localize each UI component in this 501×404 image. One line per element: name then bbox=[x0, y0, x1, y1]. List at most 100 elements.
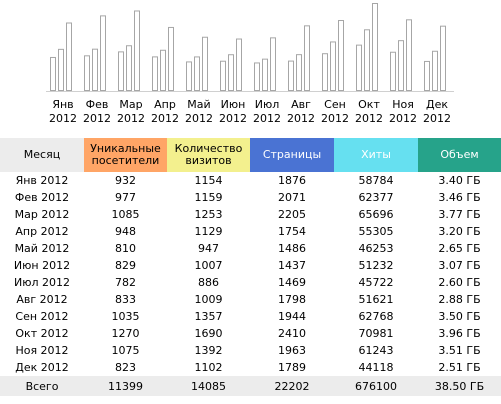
row-month-cell: Мар 2012 bbox=[14, 208, 70, 221]
table-row: Июл 2012 782 886 1469 45722 2.60 ГБ bbox=[0, 274, 501, 291]
row-value-cell: 1789 bbox=[278, 361, 306, 374]
bar-8-0 bbox=[322, 53, 328, 91]
total-value-cell: 22202 bbox=[250, 376, 334, 396]
row-value-cell: 1007 bbox=[194, 259, 223, 272]
bar-0-1 bbox=[58, 48, 64, 91]
header-cell-1: Уникальные посетители bbox=[84, 138, 167, 172]
x-tick-label-year: 2012 bbox=[253, 112, 281, 125]
row-month-cell: Окт 2012 bbox=[15, 327, 69, 340]
header-cell-5: Объем bbox=[418, 138, 501, 172]
table-row: Апр 2012 948 1129 1754 55305 3.20 ГБ bbox=[0, 223, 501, 240]
row-value-cell: 51621 bbox=[358, 293, 394, 306]
x-tick-label-year: 2012 bbox=[219, 112, 247, 125]
row-value-cell: 2.65 ГБ bbox=[438, 242, 481, 255]
row-month-cell: Дек 2012 bbox=[15, 361, 69, 374]
row-month-cell: Фев 2012 bbox=[14, 191, 70, 204]
row-value-cell: 3.77 ГБ bbox=[438, 208, 481, 221]
bar-3-2 bbox=[168, 26, 174, 92]
x-tick-label-month: Апр bbox=[154, 98, 176, 111]
row-value-cell: 1102 bbox=[194, 361, 223, 374]
bar-2-2 bbox=[134, 10, 140, 92]
row-value-cell: 1159 bbox=[194, 191, 223, 204]
chart-svg: Янв2012Фев2012Мар2012Апр2012Май2012Июн20… bbox=[46, 3, 454, 125]
bar-9-0 bbox=[356, 44, 362, 91]
row-value-cell: 829 bbox=[115, 259, 136, 272]
row-value-cell: 1486 bbox=[278, 242, 306, 255]
row-value-cell: 44118 bbox=[358, 361, 394, 374]
x-tick-label-month: Дек bbox=[426, 98, 448, 111]
table-row: Дек 2012 823 1102 1789 44118 2.51 ГБ bbox=[0, 359, 501, 376]
x-tick-label-month: Окт bbox=[358, 98, 380, 111]
bar-11-2 bbox=[440, 25, 446, 91]
table-body: Янв 2012 932 1154 1876 58784 3.40 ГБ Фев 2012 9… bbox=[0, 172, 501, 376]
x-tick-label-year: 2012 bbox=[151, 112, 179, 125]
row-value-cell: 1129 bbox=[194, 225, 223, 238]
total-value-cell: 11399 bbox=[84, 376, 167, 396]
row-value-cell: 2.51 ГБ bbox=[438, 361, 481, 374]
x-tick-label-year: 2012 bbox=[117, 112, 145, 125]
table-row: Ноя 2012 1075 1392 1963 61243 3.51 ГБ bbox=[0, 342, 501, 359]
row-value-cell: 823 bbox=[115, 361, 136, 374]
bar-4-1 bbox=[194, 56, 200, 91]
header-cell-3: Страницы bbox=[250, 138, 334, 172]
row-value-cell: 886 bbox=[198, 276, 219, 289]
bar-10-0 bbox=[390, 51, 396, 91]
bar-1-1 bbox=[92, 48, 98, 91]
row-value-cell: 1392 bbox=[194, 344, 223, 357]
x-tick-label-year: 2012 bbox=[83, 112, 111, 125]
bar-5-0 bbox=[220, 60, 226, 92]
table-header-row: Месяц Уникальные посетители Количество визит… bbox=[0, 138, 501, 172]
table-row: Окт 2012 1270 1690 2410 70981 3.96 ГБ bbox=[0, 325, 501, 342]
x-tick-label-month: Фев bbox=[86, 98, 109, 111]
bar-11-0 bbox=[424, 60, 430, 91]
monthly-stats-table: Месяц Уникальные посетители Количество визит… bbox=[0, 138, 501, 396]
row-month-cell: Май 2012 bbox=[14, 242, 70, 255]
row-value-cell: 58784 bbox=[358, 174, 394, 187]
bar-8-1 bbox=[330, 41, 336, 91]
bar-7-2 bbox=[304, 25, 310, 92]
bar-3-1 bbox=[160, 49, 166, 91]
row-value-cell: 1798 bbox=[278, 293, 306, 306]
row-value-cell: 3.07 ГБ bbox=[438, 259, 481, 272]
row-value-cell: 2205 bbox=[278, 208, 306, 221]
row-value-cell: 1963 bbox=[278, 344, 306, 357]
row-value-cell: 61243 bbox=[358, 344, 394, 357]
row-value-cell: 833 bbox=[115, 293, 136, 306]
bar-10-2 bbox=[406, 19, 412, 91]
row-value-cell: 1035 bbox=[111, 310, 140, 323]
bar-1-0 bbox=[84, 55, 90, 91]
row-month-cell: Сен 2012 bbox=[15, 310, 69, 323]
row-value-cell: 2071 bbox=[278, 191, 306, 204]
bar-2-0 bbox=[118, 51, 124, 91]
x-tick-label-month: Мар bbox=[119, 98, 142, 111]
x-tick-label-month: Ноя bbox=[392, 98, 414, 111]
table-row: Июн 2012 829 1007 1437 51232 3.07 ГБ bbox=[0, 257, 501, 274]
total-value-cell: 38.50 ГБ bbox=[418, 376, 501, 396]
header-cell-2: Количество визитов bbox=[167, 138, 250, 172]
row-value-cell: 1876 bbox=[278, 174, 306, 187]
total-value-cell: 676100 bbox=[334, 376, 418, 396]
bar-6-0 bbox=[254, 62, 260, 92]
row-value-cell: 2.60 ГБ bbox=[438, 276, 481, 289]
total-value-cell: 14085 bbox=[167, 376, 250, 396]
row-value-cell: 45722 bbox=[358, 276, 394, 289]
x-tick-label-year: 2012 bbox=[355, 112, 383, 125]
row-value-cell: 1469 bbox=[278, 276, 306, 289]
row-value-cell: 1154 bbox=[194, 174, 223, 187]
table-row: Мар 2012 1085 1253 2205 65696 3.77 ГБ bbox=[0, 206, 501, 223]
x-tick-label-month: Янв bbox=[52, 98, 73, 111]
bar-5-1 bbox=[228, 54, 234, 91]
bar-11-1 bbox=[432, 50, 438, 91]
row-value-cell: 3.20 ГБ bbox=[438, 225, 481, 238]
x-tick-label-month: Сен bbox=[324, 98, 346, 111]
x-tick-label-month: Авг bbox=[291, 98, 311, 111]
table-total-row: Всего 11399 14085 22202 676100 38.50 ГБ bbox=[0, 376, 501, 396]
row-value-cell: 1009 bbox=[194, 293, 223, 306]
row-value-cell: 2410 bbox=[278, 327, 306, 340]
bar-0-0 bbox=[50, 56, 56, 91]
row-value-cell: 1075 bbox=[111, 344, 140, 357]
row-value-cell: 932 bbox=[115, 174, 136, 187]
bar-9-2 bbox=[372, 3, 378, 91]
x-tick-label-month: Июл bbox=[255, 98, 280, 111]
row-value-cell: 62768 bbox=[358, 310, 394, 323]
